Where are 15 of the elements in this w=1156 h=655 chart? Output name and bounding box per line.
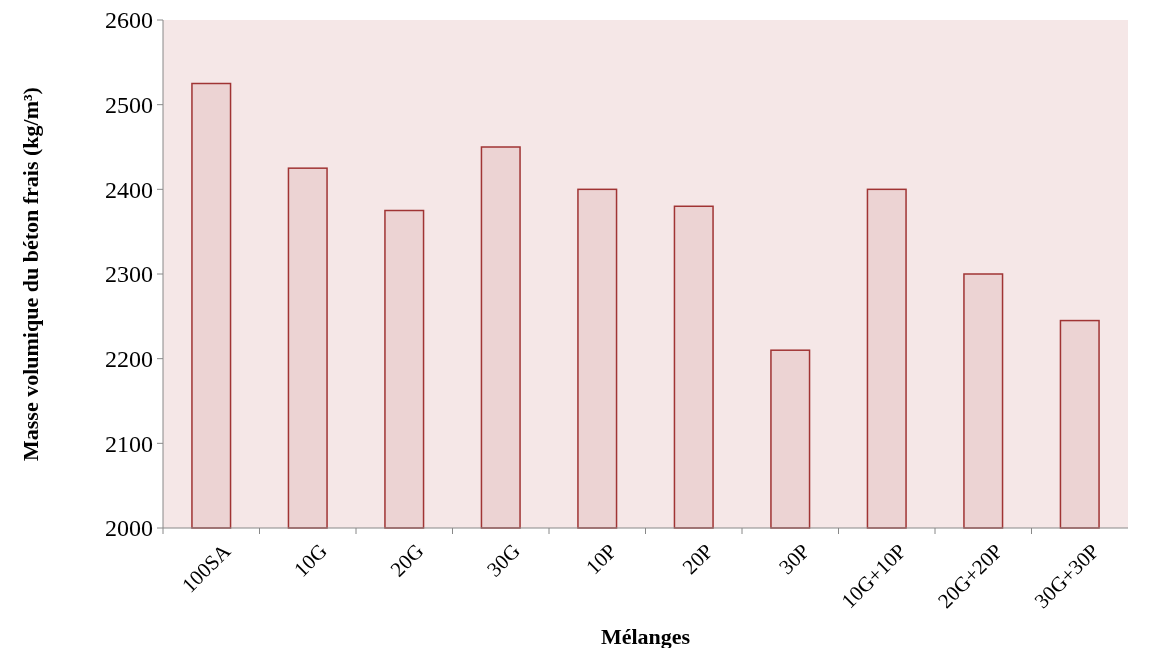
- x-tick-label: 20P: [677, 538, 718, 580]
- x-tick-label: 10G: [289, 538, 332, 582]
- y-tick-label: 2200: [105, 346, 153, 373]
- x-axis-title: Mélanges: [600, 624, 691, 649]
- y-tick-label: 2300: [105, 261, 153, 288]
- x-tick-label: 10P: [581, 538, 622, 580]
- y-tick-label: 2400: [105, 176, 153, 203]
- x-tick-label: 30P: [774, 538, 815, 580]
- y-tick-label: 2600: [105, 7, 153, 34]
- x-tick-label: 30G: [482, 538, 525, 582]
- x-tick-label: 20G: [385, 538, 429, 582]
- y-tick-label: 2500: [105, 92, 153, 119]
- y-tick-label: 2000: [105, 515, 153, 542]
- y-axis-title: Masse volumique du béton frais (kg/m³): [18, 87, 43, 461]
- y-tick-label: 2100: [105, 430, 153, 457]
